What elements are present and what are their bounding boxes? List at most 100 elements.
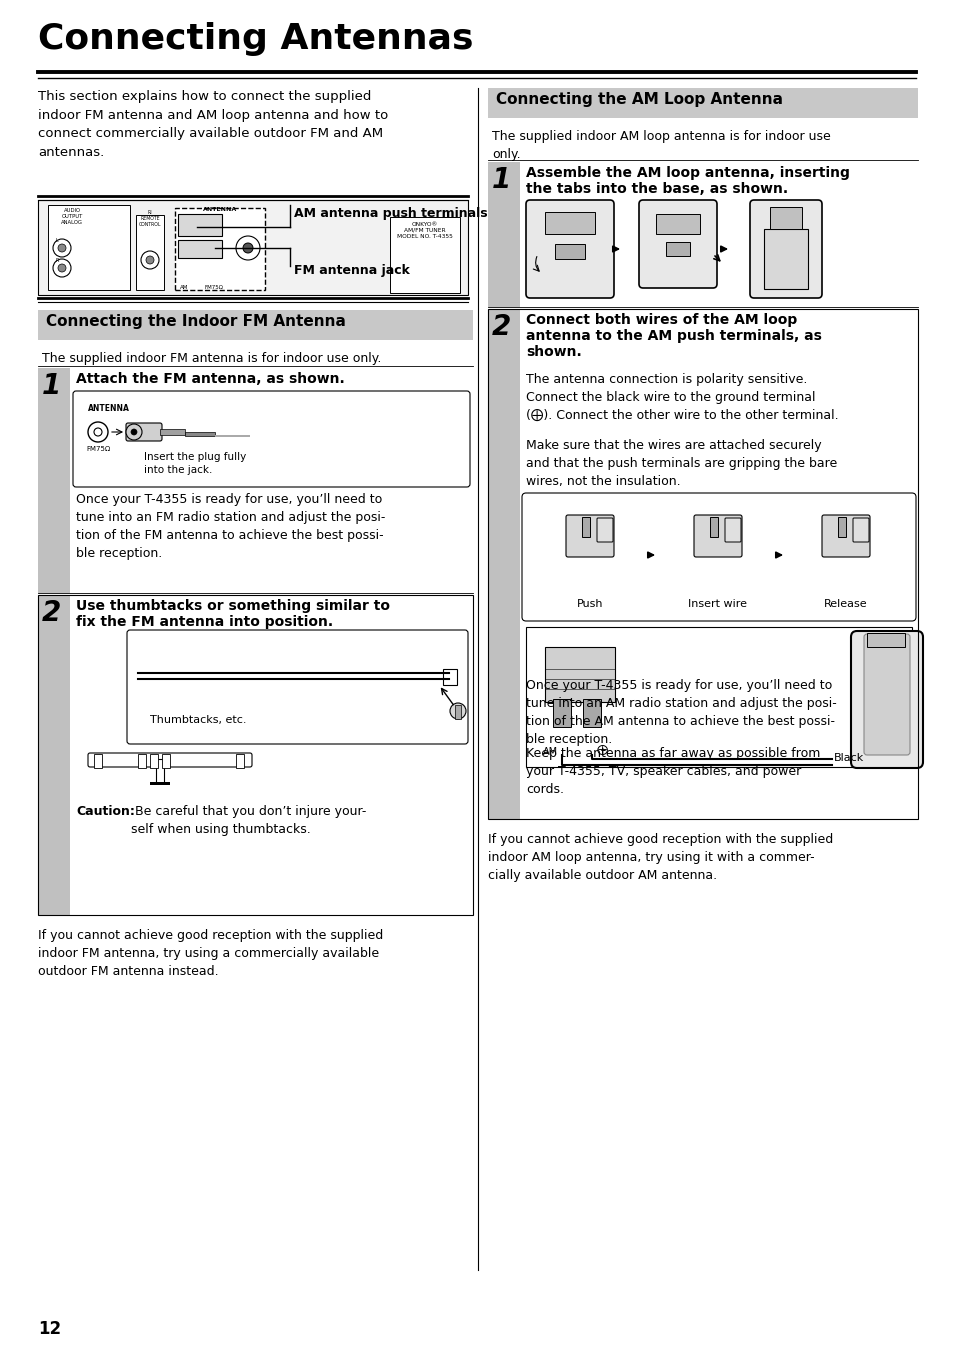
Text: Thumbtacks, etc.: Thumbtacks, etc. <box>150 714 246 725</box>
Text: Push: Push <box>577 599 602 609</box>
Bar <box>582 700 600 727</box>
Circle shape <box>126 425 142 439</box>
Circle shape <box>58 264 66 272</box>
Bar <box>214 435 250 437</box>
Bar <box>150 782 170 785</box>
Bar <box>553 700 571 727</box>
Bar <box>390 217 459 293</box>
Circle shape <box>243 243 253 253</box>
Bar <box>94 754 102 768</box>
Bar <box>665 243 689 256</box>
Bar <box>178 214 222 236</box>
Bar <box>769 208 801 229</box>
Circle shape <box>53 239 71 257</box>
Bar <box>837 518 845 537</box>
FancyBboxPatch shape <box>852 518 868 542</box>
FancyBboxPatch shape <box>127 630 468 744</box>
Bar <box>136 214 164 290</box>
Bar <box>138 754 146 768</box>
Bar <box>38 200 468 295</box>
Text: The antenna connection is polarity sensitive.
Connect the black wire to the grou: The antenna connection is polarity sensi… <box>525 373 838 422</box>
Text: Assemble the AM loop antenna, inserting
the tabs into the base, as shown.: Assemble the AM loop antenna, inserting … <box>525 166 849 197</box>
Text: Connecting the AM Loop Antenna: Connecting the AM Loop Antenna <box>496 92 782 106</box>
Text: AM: AM <box>180 284 188 290</box>
FancyBboxPatch shape <box>724 518 740 542</box>
Bar <box>235 754 244 768</box>
Text: FM antenna jack: FM antenna jack <box>294 264 410 276</box>
Bar <box>178 240 222 257</box>
Text: Once your T-4355 is ready for use, you’ll need to
tune into an AM radio station : Once your T-4355 is ready for use, you’l… <box>525 679 836 745</box>
Bar <box>38 594 70 915</box>
Bar <box>442 669 456 685</box>
Text: L: L <box>55 239 58 243</box>
Bar <box>555 244 584 259</box>
Bar <box>38 200 468 295</box>
Bar <box>38 310 473 340</box>
FancyBboxPatch shape <box>850 631 923 768</box>
Text: Be careful that you don’t injure your-
self when using thumbtacks.: Be careful that you don’t injure your- s… <box>131 805 366 836</box>
FancyBboxPatch shape <box>73 391 470 487</box>
Text: Release: Release <box>823 599 867 609</box>
Text: Make sure that the wires are attached securely
and that the push terminals are g: Make sure that the wires are attached se… <box>525 439 837 488</box>
Bar <box>525 627 911 767</box>
Bar <box>48 205 130 290</box>
Bar <box>866 634 904 647</box>
Text: AUDIO
OUTPUT
ANALOG: AUDIO OUTPUT ANALOG <box>61 208 83 225</box>
Text: Insert the plug fully
into the jack.: Insert the plug fully into the jack. <box>144 452 246 476</box>
Text: Caution:: Caution: <box>76 805 134 818</box>
Circle shape <box>450 704 465 718</box>
FancyBboxPatch shape <box>693 515 741 557</box>
FancyBboxPatch shape <box>88 754 252 767</box>
Bar <box>156 759 164 783</box>
Text: R: R <box>55 257 59 263</box>
Text: Black: Black <box>833 754 863 763</box>
FancyBboxPatch shape <box>749 200 821 298</box>
FancyBboxPatch shape <box>597 518 613 542</box>
FancyBboxPatch shape <box>126 423 162 441</box>
Text: ONKYO®
AM/FM TUNER
MODEL NO. T-4355: ONKYO® AM/FM TUNER MODEL NO. T-4355 <box>396 222 453 239</box>
FancyBboxPatch shape <box>639 200 717 288</box>
Text: Use thumbtacks or something similar to
fix the FM antenna into position.: Use thumbtacks or something similar to f… <box>76 599 390 630</box>
Bar <box>709 518 718 537</box>
Text: ANTENNA: ANTENNA <box>203 208 237 212</box>
FancyBboxPatch shape <box>521 493 915 621</box>
Text: ⨁: ⨁ <box>597 745 607 755</box>
Bar <box>38 594 473 915</box>
Text: 1: 1 <box>42 372 61 400</box>
Bar <box>455 705 460 718</box>
Circle shape <box>94 429 102 435</box>
Circle shape <box>146 256 153 264</box>
Bar <box>488 88 917 119</box>
Circle shape <box>58 244 66 252</box>
Bar <box>38 368 70 593</box>
Text: The supplied indoor FM antenna is for indoor use only.: The supplied indoor FM antenna is for in… <box>42 352 381 365</box>
Circle shape <box>53 259 71 276</box>
Bar <box>544 647 615 702</box>
Text: AM: AM <box>542 747 558 758</box>
Text: 12: 12 <box>38 1320 61 1339</box>
FancyBboxPatch shape <box>821 515 869 557</box>
Bar <box>488 309 519 820</box>
FancyBboxPatch shape <box>863 634 909 755</box>
Text: Attach the FM antenna, as shown.: Attach the FM antenna, as shown. <box>76 372 344 386</box>
Text: FM75Ω: FM75Ω <box>205 284 224 290</box>
Bar <box>160 429 185 435</box>
Circle shape <box>141 251 159 270</box>
Text: FM75Ω: FM75Ω <box>86 446 111 452</box>
Text: Connecting the Indoor FM Antenna: Connecting the Indoor FM Antenna <box>46 314 346 329</box>
Bar <box>488 309 917 820</box>
Text: Keep the antenna as far away as possible from
your T-4355, TV, speaker cables, a: Keep the antenna as far away as possible… <box>525 747 820 797</box>
Text: 2: 2 <box>492 313 511 341</box>
Bar <box>763 229 807 288</box>
Text: If you cannot achieve good reception with the supplied
indoor AM loop antenna, t: If you cannot achieve good reception wit… <box>488 833 832 882</box>
Text: RI
REMOTE
CONTROL: RI REMOTE CONTROL <box>138 210 161 226</box>
Text: Once your T-4355 is ready for use, you’ll need to
tune into an FM radio station : Once your T-4355 is ready for use, you’l… <box>76 493 385 559</box>
Text: The supplied indoor AM loop antenna is for indoor use
only.: The supplied indoor AM loop antenna is f… <box>492 129 830 160</box>
Bar <box>656 214 700 235</box>
Circle shape <box>88 422 108 442</box>
Bar <box>162 754 170 768</box>
Text: AM antenna push terminals: AM antenna push terminals <box>294 208 487 220</box>
Text: Connecting Antennas: Connecting Antennas <box>38 22 473 57</box>
Text: This section explains how to connect the supplied
indoor FM antenna and AM loop : This section explains how to connect the… <box>38 90 388 159</box>
Bar <box>544 212 595 235</box>
